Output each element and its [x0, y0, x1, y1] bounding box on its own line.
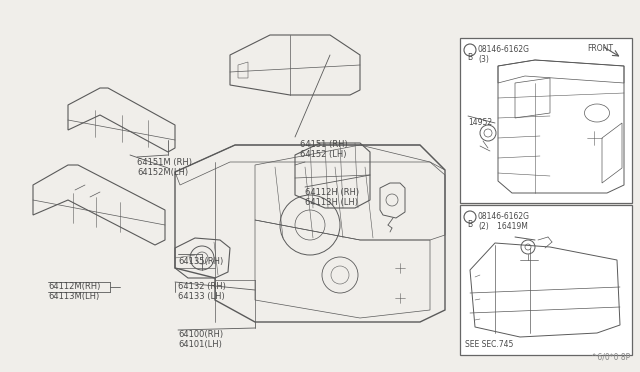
Text: FRONT: FRONT: [587, 44, 613, 53]
Text: 64113M(LH): 64113M(LH): [48, 292, 99, 301]
Text: 64151M (RH): 64151M (RH): [137, 158, 192, 167]
Text: 64152M(LH): 64152M(LH): [137, 168, 188, 177]
Text: 64132 (RH): 64132 (RH): [178, 282, 226, 291]
Text: 64112M(RH): 64112M(RH): [48, 282, 100, 291]
Text: 64152 (LH): 64152 (LH): [300, 150, 346, 159]
Bar: [460, 205, 632, 355]
Text: SEE SEC.745: SEE SEC.745: [465, 340, 513, 349]
Text: (3): (3): [478, 55, 489, 64]
Text: 64151 (RH): 64151 (RH): [300, 140, 348, 149]
Text: 08146-6162G: 08146-6162G: [478, 45, 530, 54]
Text: 64112H (RH): 64112H (RH): [305, 188, 359, 197]
Text: 64100(RH): 64100(RH): [178, 330, 223, 339]
Text: 16419M: 16419M: [490, 222, 528, 231]
Text: 08146-6162G: 08146-6162G: [478, 212, 530, 221]
Text: 64101(LH): 64101(LH): [178, 340, 222, 349]
Text: 64135(RH): 64135(RH): [178, 257, 223, 266]
Text: (2): (2): [478, 222, 489, 231]
Text: ^6/0*0 8P: ^6/0*0 8P: [591, 353, 630, 362]
Text: 64133 (LH): 64133 (LH): [178, 292, 225, 301]
Text: B: B: [467, 220, 472, 229]
Text: B: B: [467, 53, 472, 62]
Bar: [460, 38, 632, 203]
Text: 14952: 14952: [468, 118, 492, 127]
Text: 64113H (LH): 64113H (LH): [305, 198, 358, 207]
